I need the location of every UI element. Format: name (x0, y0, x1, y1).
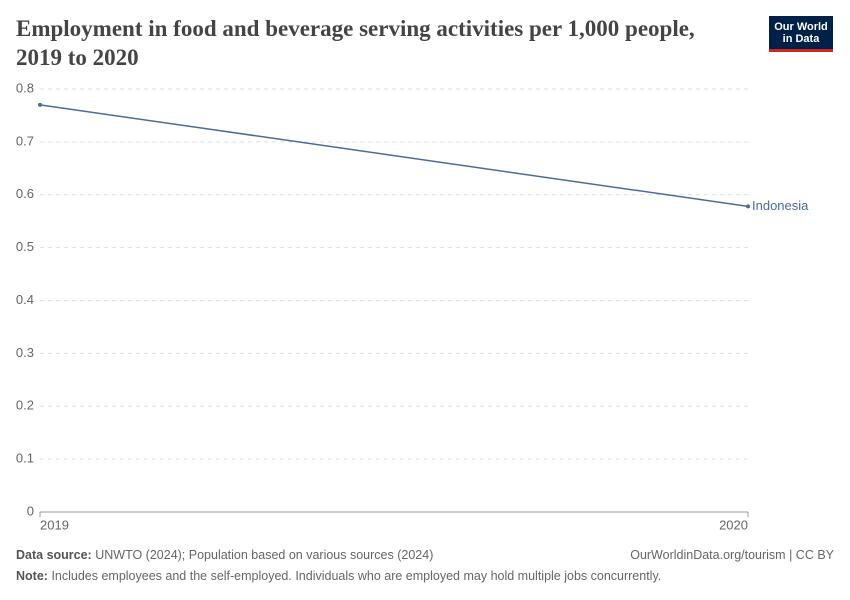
note-text: Includes employees and the self-employed… (51, 569, 662, 583)
source-label: Data source: (16, 548, 92, 562)
y-tick-label: 0.6 (16, 186, 34, 201)
source: Data source: UNWTO (2024); Population ba… (16, 548, 433, 562)
y-tick-label: 0 (27, 503, 34, 518)
series-label: Indonesia (752, 198, 809, 213)
chart-title: Employment in food and beverage serving … (16, 16, 695, 70)
y-tick-label: 0.2 (16, 398, 34, 413)
logo[interactable]: Our World in Data (769, 16, 833, 52)
url[interactable]: OurWorldinData.org/tourism | CC BY (630, 548, 834, 562)
note-label: Note: (16, 569, 48, 583)
line (39, 104, 749, 208)
logo-line: Our World (774, 21, 828, 33)
y-tick-label: 0.5 (16, 239, 34, 254)
x-tick-label: 2020 (719, 517, 748, 532)
y-tick-label: 0.1 (16, 451, 34, 466)
source-text: UNWTO (2024); Population based on variou… (95, 548, 434, 562)
y-tick-label: 0.3 (16, 345, 34, 360)
note: Note: Includes employees and the self-em… (16, 569, 661, 583)
y-tick-label: 0.7 (16, 133, 34, 148)
logo-line: in Data (782, 33, 820, 45)
x-tick-label: 2019 (40, 517, 69, 532)
y-tick-label: 0.4 (16, 292, 34, 307)
point (746, 204, 750, 209)
y-tick-label: 0.8 (16, 80, 34, 95)
point (38, 102, 42, 107)
